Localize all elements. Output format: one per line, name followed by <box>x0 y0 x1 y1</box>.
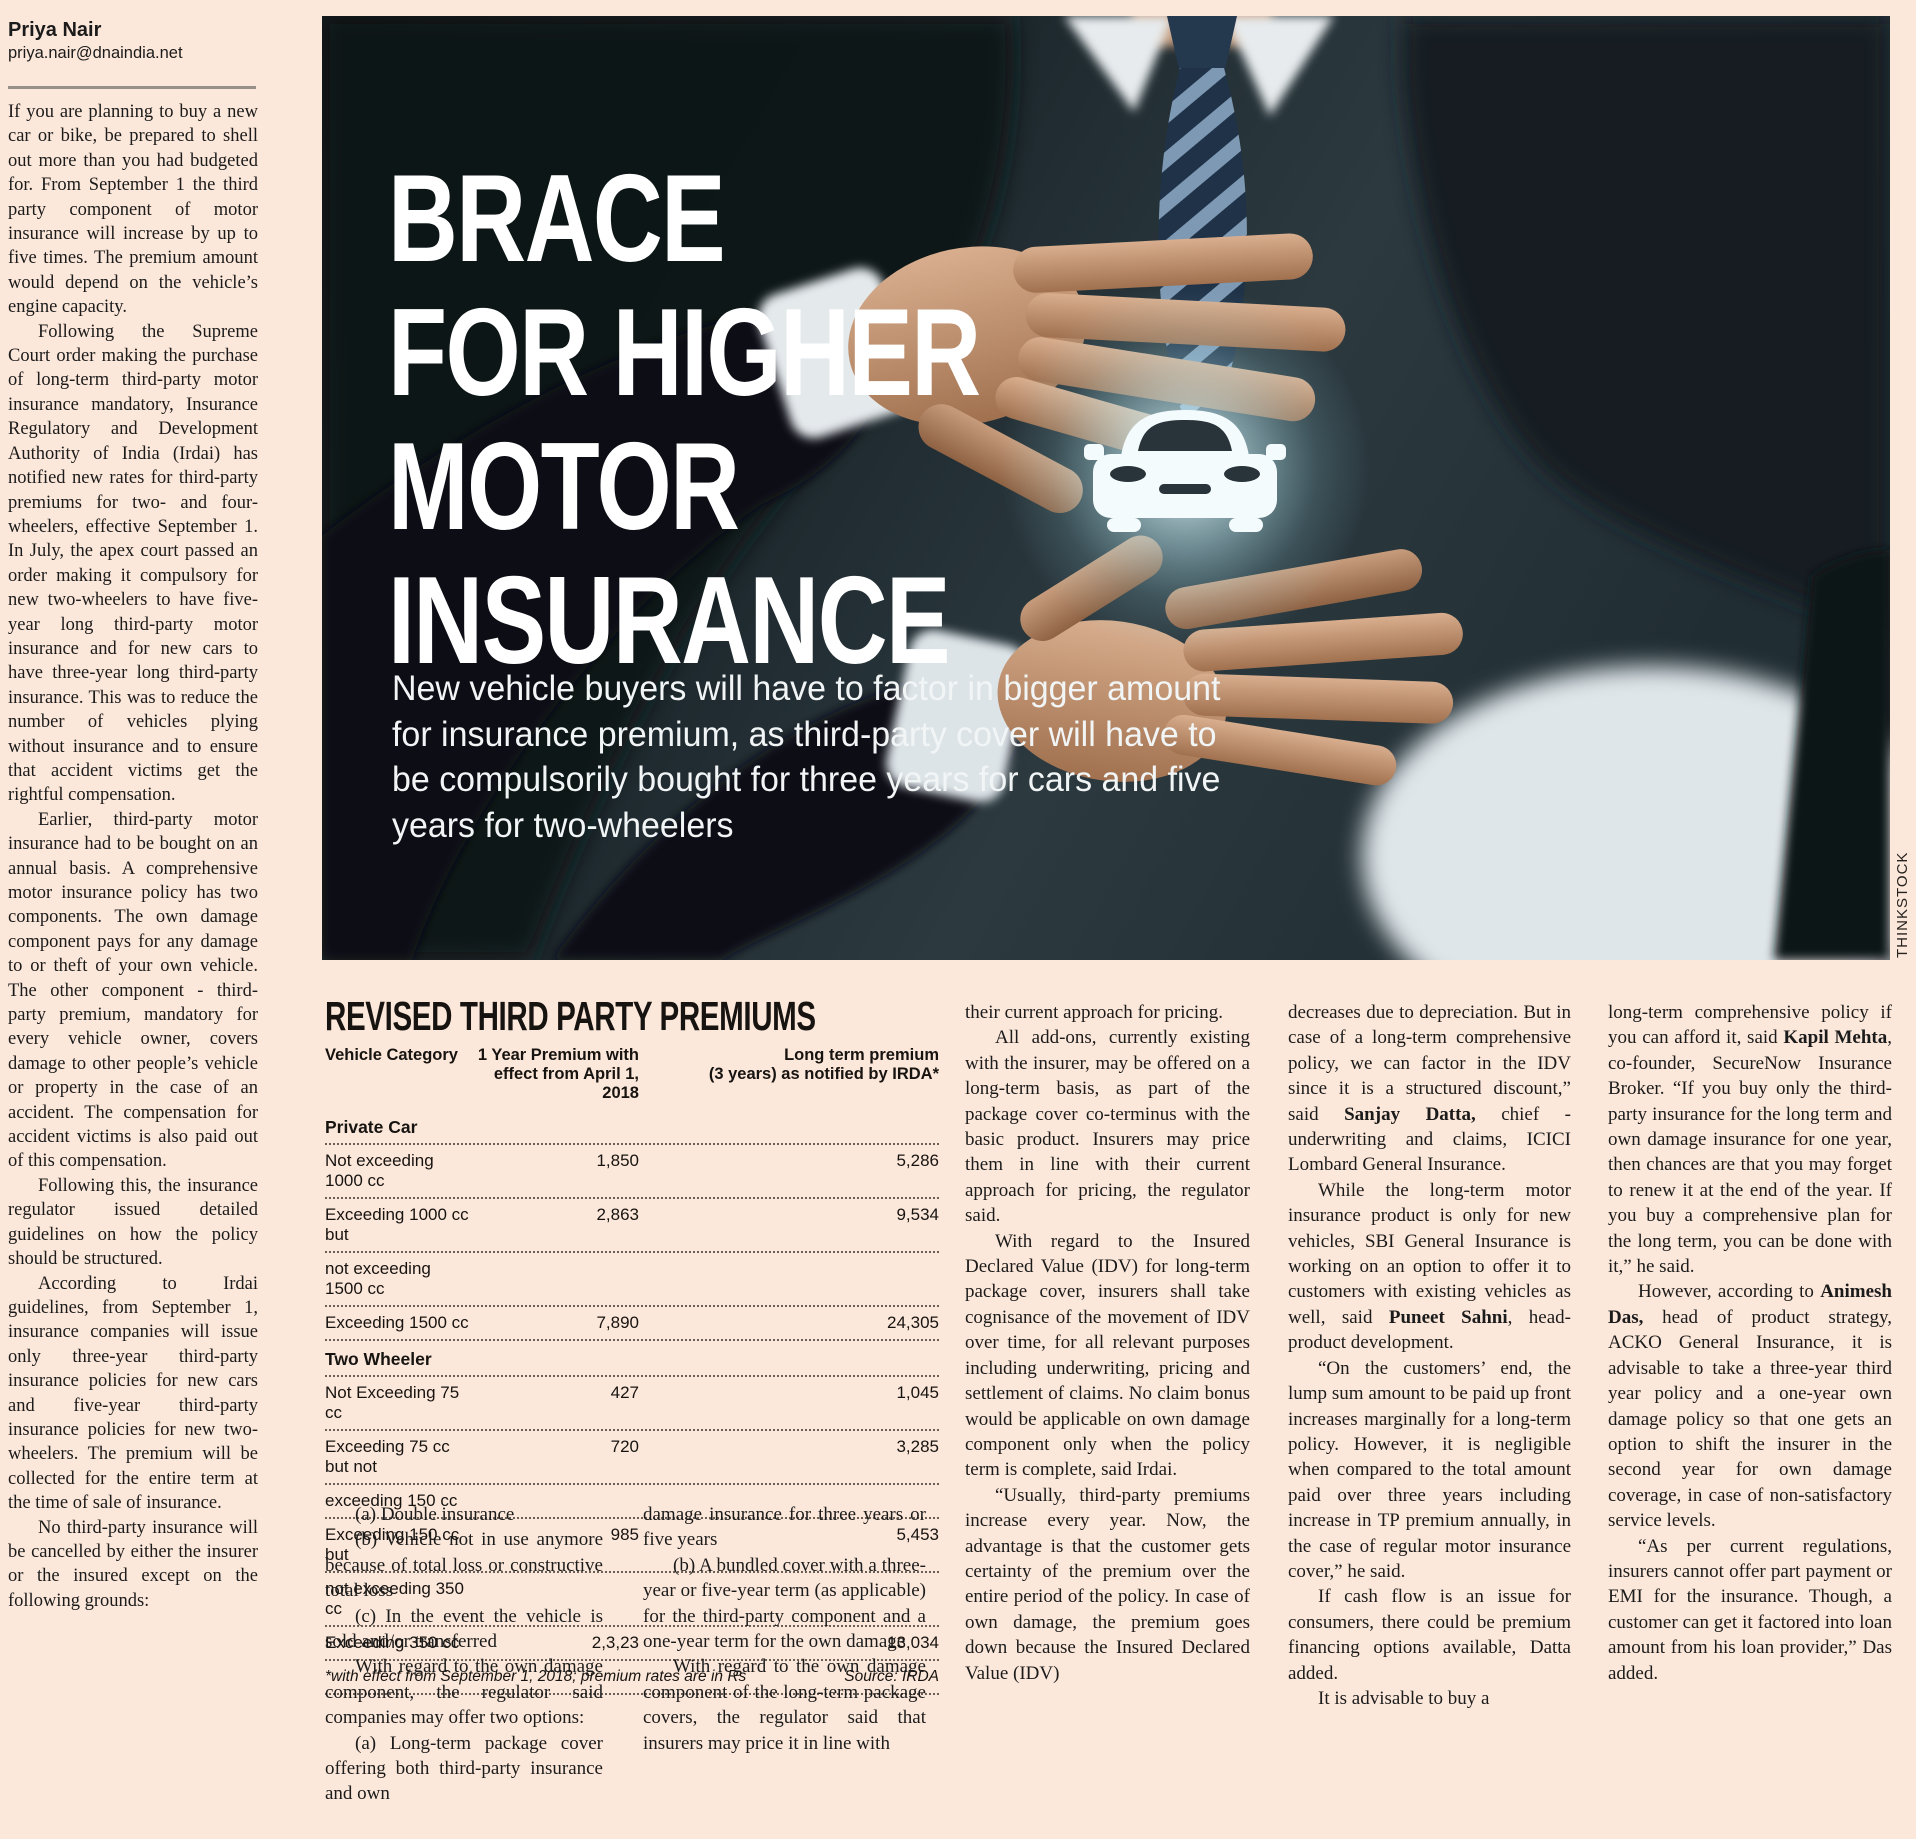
article-paragraph: (a) Double insurance <box>355 1504 515 1525</box>
row-category: Not exceeding 1000 cc <box>325 1151 434 1190</box>
table-row: not exceeding 350 cc <box>325 1573 939 1627</box>
table-row: not exceeding 1500 cc <box>325 1253 939 1307</box>
row-one-year-premium: 720 <box>610 1437 639 1456</box>
article-paragraph: Earlier, third-party motor insurance had… <box>8 809 258 1172</box>
byline-divider <box>8 86 256 89</box>
suit-right-shoulder <box>1402 16 1890 636</box>
row-one-year-premium: 7,890 <box>596 1313 639 1332</box>
article-paragraph: With regard to the own damage component … <box>643 1656 926 1754</box>
table-row: exceeding 150 cc <box>325 1485 939 1519</box>
table-section-header: Two Wheeler <box>325 1341 939 1377</box>
shirt-cuff-lower <box>886 629 1028 803</box>
article-paragraph: Following this, the insurance regulator … <box>8 1175 258 1270</box>
table-header-category: Vehicle Category <box>325 1046 458 1064</box>
main-headline: BRACE FOR HIGHER MOTOR INSURANCE <box>388 150 981 690</box>
row-long-term-premium: 5,453 <box>896 1525 939 1544</box>
row-one-year-premium: 985 <box>610 1525 639 1544</box>
article-paragraph: (b) A bundled cover with a three-year or… <box>643 1554 926 1653</box>
table-title: REVISED THIRD PARTY PREMIUMS <box>325 993 816 1039</box>
article-paragraph: No third-party insurance will be cancell… <box>8 1517 258 1611</box>
article-column-3: damage insurance for three years or five… <box>643 1502 926 1839</box>
row-category: Exceeding 75 cc but not <box>325 1437 450 1476</box>
article-paragraph: If cash flow is an issue for consumers, … <box>1288 1586 1571 1684</box>
article-column-6: long-term comprehensive policy if you ca… <box>1608 1000 1892 1839</box>
author-email: priya.nair@dnaindia.net <box>8 44 183 62</box>
table-header-long-term: Long term premium (3 years) as notified … <box>708 1046 939 1083</box>
suit-right-edge <box>1774 550 1890 960</box>
row-category: Exceeding 1000 cc but <box>325 1205 469 1244</box>
table-row: Exceeding 150 cc but 985 5,453 <box>325 1519 939 1573</box>
article-paragraph: “Usually, third-party premiums increase … <box>965 1484 1250 1684</box>
byline: Priya Nair priya.nair@dnaindia.net <box>8 18 258 64</box>
article-column-1: If you are planning to buy a new car or … <box>8 100 258 1835</box>
article-paragraph: If you are planning to buy a new car or … <box>8 102 258 318</box>
article-paragraph: “As per current regulations, insurers ca… <box>1608 1535 1892 1684</box>
table-row: Exceeding 75 cc but not 720 3,285 <box>325 1431 939 1485</box>
table-footnote-row: *with effect from September 1, 2018; pre… <box>325 1661 939 1695</box>
author-name: Priya Nair <box>8 19 102 41</box>
row-category: Not Exceeding 75 cc <box>325 1383 460 1422</box>
hero-illustration <box>322 16 1890 960</box>
article-paragraph: According to Irdai guidelines, from Sept… <box>8 1273 258 1514</box>
row-long-term-premium: 9,534 <box>896 1205 939 1224</box>
row-category: not exceeding 350 cc <box>325 1579 464 1618</box>
article-paragraph: long-term comprehensive policy if you ca… <box>1608 1002 1892 1278</box>
row-category: Exceeding 150 cc but <box>325 1525 460 1564</box>
table-row: Exceeding 350 cc 2,3,23 13,034 <box>325 1627 939 1661</box>
table-body: Private Car Not exceeding 1000 cc 1,850 5,2… <box>325 1109 939 1661</box>
car-icon <box>1084 410 1286 532</box>
table-section-header: Private Car <box>325 1109 939 1145</box>
article-paragraph: “On the customers’ end, the lump sum amo… <box>1288 1357 1571 1582</box>
collar-left <box>1064 16 1173 112</box>
row-long-term-premium: 24,305 <box>887 1313 939 1332</box>
article-paragraph: (c) In the event the vehicle is sold and… <box>325 1605 603 1653</box>
hero-image: BRACE FOR HIGHER MOTOR INSURANCE New veh… <box>322 16 1890 960</box>
article-paragraph: (a) Long-term package cover offering bot… <box>325 1732 603 1805</box>
photo-credit: THINKSTOCK <box>1894 851 1911 958</box>
row-category: exceeding 150 cc <box>325 1491 458 1510</box>
row-one-year-premium: 2,863 <box>596 1205 639 1224</box>
table-row: Exceeding 1500 cc 7,890 24,305 <box>325 1307 939 1341</box>
table-row: Exceeding 1000 cc but 2,863 9,534 <box>325 1199 939 1253</box>
article-paragraph: However, according to Animesh Das, head … <box>1608 1281 1892 1532</box>
row-category: Exceeding 1500 cc <box>325 1313 469 1332</box>
article-paragraph: Following the Supreme Court order making… <box>8 321 258 806</box>
article-paragraph: While the long-term motor insurance prod… <box>1288 1179 1571 1354</box>
row-long-term-premium: 13,034 <box>887 1633 939 1652</box>
table-footnote: *with effect from September 1, 2018; pre… <box>325 1668 747 1685</box>
row-one-year-premium: 427 <box>610 1383 639 1402</box>
row-long-term-premium <box>639 1259 939 1299</box>
article-paragraph: It is advisable to buy a <box>1318 1687 1490 1709</box>
article-paragraph: With regard to the own damage component,… <box>325 1656 603 1729</box>
row-one-year-premium: 2,3,23 <box>591 1633 639 1652</box>
table-header-one-year: 1 Year Premium with effect from April 1,… <box>477 1046 639 1102</box>
article-column-5: decreases due to depreciation. But in ca… <box>1288 1000 1571 1839</box>
tie-knot <box>1167 16 1237 74</box>
premiums-table: REVISED THIRD PARTY PREMIUMS Vehicle Cat… <box>325 994 939 1695</box>
article-paragraph: (b) Vehicle not in use anymore because o… <box>325 1529 603 1602</box>
article-column-4: their current approach for pricing. All a… <box>965 1000 1250 1839</box>
article-column-2: (a) Double insurance (b) Vehicle not in u… <box>325 1502 603 1839</box>
article-paragraph: decreases due to depreciation. But in ca… <box>1288 1002 1571 1176</box>
table-row: Not Exceeding 75 cc 427 1,045 <box>325 1377 939 1431</box>
article-paragraph: their current approach for pricing. <box>965 1002 1223 1023</box>
table-source: Source: IRDA <box>844 1668 939 1685</box>
row-category: Exceeding 350 cc <box>325 1633 460 1652</box>
article-paragraph: damage insurance for three years or five… <box>643 1504 926 1551</box>
row-long-term-premium: 1,045 <box>896 1383 939 1402</box>
row-long-term-premium: 3,285 <box>896 1437 939 1456</box>
sleeve-upper-arm <box>322 308 902 960</box>
article-paragraph: With regard to the Insured Declared Valu… <box>965 1230 1250 1481</box>
row-category: not exceeding 1500 cc <box>325 1259 431 1298</box>
collar-right <box>1225 16 1334 116</box>
article-paragraph: All add-ons, currently existing with the… <box>965 1027 1250 1227</box>
row-one-year-premium <box>469 1259 639 1299</box>
standfirst: New vehicle buyers will have to factor i… <box>392 669 1221 845</box>
row-long-term-premium: 5,286 <box>896 1151 939 1170</box>
table-header-row: Vehicle Category 1 Year Premium with eff… <box>325 1046 939 1103</box>
row-one-year-premium: 1,850 <box>596 1151 639 1170</box>
shirt-cuff-right <box>1362 666 1890 960</box>
table-row: Not exceeding 1000 cc 1,850 5,286 <box>325 1145 939 1199</box>
